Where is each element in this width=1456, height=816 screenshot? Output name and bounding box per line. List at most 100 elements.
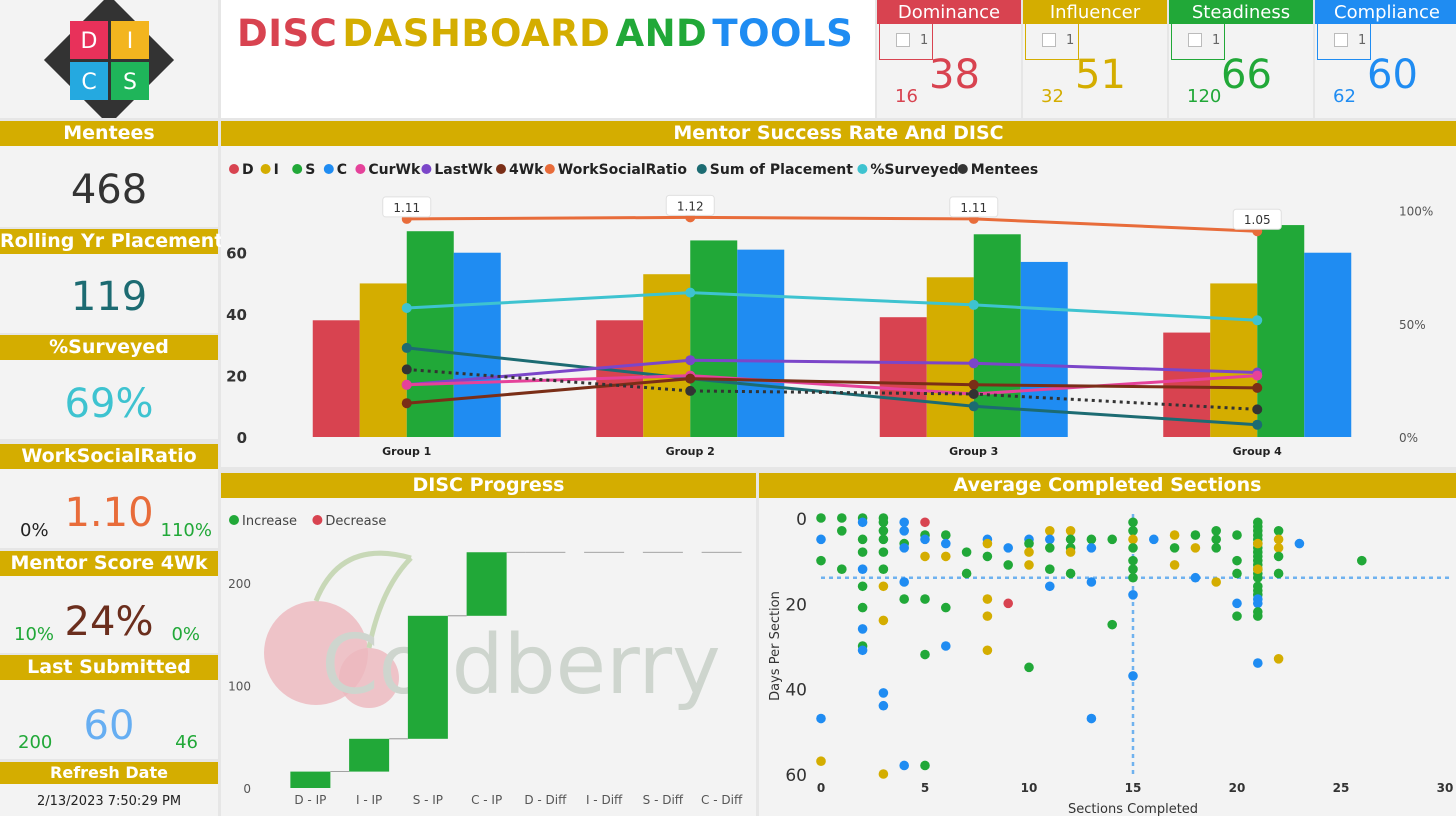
scatter-point-32 — [899, 543, 909, 553]
scatter-point-83 — [1128, 543, 1138, 553]
scatter-point-78 — [1107, 534, 1117, 545]
page-title: DISC DASHBOARD AND TOOLS — [237, 12, 853, 55]
legend-label-8: Sum of Placement — [710, 162, 853, 178]
scatter-point-97 — [1211, 534, 1221, 545]
scatter-point-55 — [982, 645, 993, 656]
line-4-point-3 — [1252, 370, 1263, 381]
y-tick-2: 40 — [226, 306, 247, 324]
legend-label-4: CurWk — [368, 162, 421, 178]
progress-x-tick-1: I - IP — [356, 793, 382, 807]
legend-label-7: WorkSocialRatio — [558, 162, 688, 178]
scatter-point-102 — [1232, 568, 1242, 579]
kpi-refresh-label: Refresh Date — [0, 762, 218, 784]
y2-tick-0: 0% — [1399, 431, 1418, 445]
legend-marker-1 — [260, 164, 271, 174]
scatter-point-68 — [1045, 581, 1055, 592]
line-5 — [406, 377, 1258, 405]
line-5-point-0 — [401, 398, 412, 409]
scatter-y-tick-1: 20 — [785, 595, 807, 615]
line-1-point-3 — [1252, 315, 1263, 326]
disc-card-slicer[interactable]: 1 — [1171, 24, 1225, 60]
scatter-point-38 — [920, 534, 930, 545]
checkbox[interactable] — [896, 33, 910, 47]
kpi-mentor-value: 24% — [64, 599, 154, 645]
scatter-point-77 — [1086, 713, 1097, 724]
scatter-point-94 — [1190, 543, 1201, 553]
line-1 — [406, 291, 1258, 322]
bar-S-0 — [406, 231, 454, 437]
scatter-point-118 — [1253, 572, 1263, 583]
watermark-cherry-1 — [264, 601, 368, 705]
line-1-point-1 — [685, 287, 696, 298]
legend-marker-3 — [323, 164, 334, 174]
scatter-point-39 — [920, 551, 930, 562]
watermark-cherry-2 — [339, 648, 399, 708]
kpi-surveyed-label: %Surveyed — [0, 335, 218, 360]
scatter-point-135 — [1294, 538, 1305, 549]
scatter-x-tick-1: 5 — [921, 781, 929, 795]
scatter-x-tick-3: 15 — [1125, 781, 1142, 795]
scatter-point-125 — [1253, 611, 1263, 621]
data-label-0: 1.11 — [393, 201, 420, 215]
scatter-point-131 — [1273, 543, 1284, 553]
disc-logo: D I C S — [43, 0, 175, 126]
disc-card-big-value: 38 — [929, 52, 980, 98]
disc-card-small-value: 62 — [1333, 86, 1356, 107]
legend-marker-0 — [229, 164, 239, 174]
legend-label-2: S — [305, 162, 315, 178]
scatter-point-98 — [1211, 543, 1221, 553]
line-6-point-2 — [968, 389, 979, 399]
scatter-point-17 — [857, 645, 868, 656]
kpi-mentees-value: 468 — [70, 167, 148, 213]
scatter-point-65 — [1045, 534, 1055, 545]
data-label-bg-3 — [1232, 208, 1282, 230]
progress-chart-title: DISC Progress — [221, 473, 756, 498]
line-3 — [406, 358, 1258, 387]
legend-marker-4 — [355, 164, 366, 174]
legend-marker-8 — [696, 164, 707, 174]
progress-x-tick-4: D - Diff — [524, 793, 567, 807]
scatter-point-13 — [857, 581, 868, 592]
checkbox[interactable] — [1188, 33, 1202, 47]
scatter-point-76 — [1086, 577, 1097, 587]
scatter-point-103 — [1232, 598, 1242, 609]
progress-legend-label-0: Increase — [242, 514, 297, 529]
disc-card-slicer[interactable]: 1 — [1317, 24, 1371, 60]
scatter-point-91 — [1169, 543, 1180, 553]
logo-letter-i: I — [127, 29, 134, 54]
disc-card-slicer[interactable]: 1 — [879, 24, 933, 60]
progress-x-tick-5: I - Diff — [586, 793, 623, 807]
scatter-y-tick-2: 40 — [785, 681, 807, 701]
scatter-point-73 — [1065, 568, 1076, 579]
bar-S-1 — [690, 240, 738, 437]
disc-card-big-value: 60 — [1367, 52, 1418, 98]
scatter-point-132 — [1273, 551, 1284, 562]
scatter-point-52 — [982, 551, 993, 562]
checkbox[interactable] — [1042, 33, 1056, 47]
scatter-point-6 — [837, 526, 847, 536]
progress-x-tick-2: S - IP — [413, 793, 443, 807]
watermark-logo: Coldberry — [264, 550, 721, 713]
data-label-2: 1.11 — [960, 201, 987, 215]
progress-x-tick-7: C - Diff — [701, 793, 743, 807]
kpi-wsr-min: 0% — [20, 520, 49, 541]
scatter-point-44 — [941, 538, 951, 549]
disc-card-influencer: Influencer 1 32 51 — [1023, 0, 1167, 118]
data-label-bg-0 — [382, 196, 432, 218]
scatter-point-43 — [941, 530, 951, 540]
scatter-point-40 — [920, 594, 930, 604]
bar-I-0 — [359, 283, 407, 437]
progress-x-tick-3: C - IP — [471, 793, 502, 807]
progress-y-tick-2: 200 — [228, 577, 251, 591]
scatter-point-99 — [1211, 577, 1221, 587]
line-6-point-3 — [1252, 404, 1263, 415]
scatter-point-129 — [1273, 526, 1284, 536]
disc-card-slicer[interactable]: 1 — [1025, 24, 1079, 60]
disc-card-steadiness: Steadiness 1 120 66 — [1169, 0, 1313, 118]
scatter-point-19 — [878, 517, 889, 528]
checkbox[interactable] — [1334, 33, 1348, 47]
scatter-point-7 — [837, 564, 847, 574]
scatter-point-47 — [941, 641, 951, 651]
waterfall-bar-1 — [349, 738, 390, 772]
